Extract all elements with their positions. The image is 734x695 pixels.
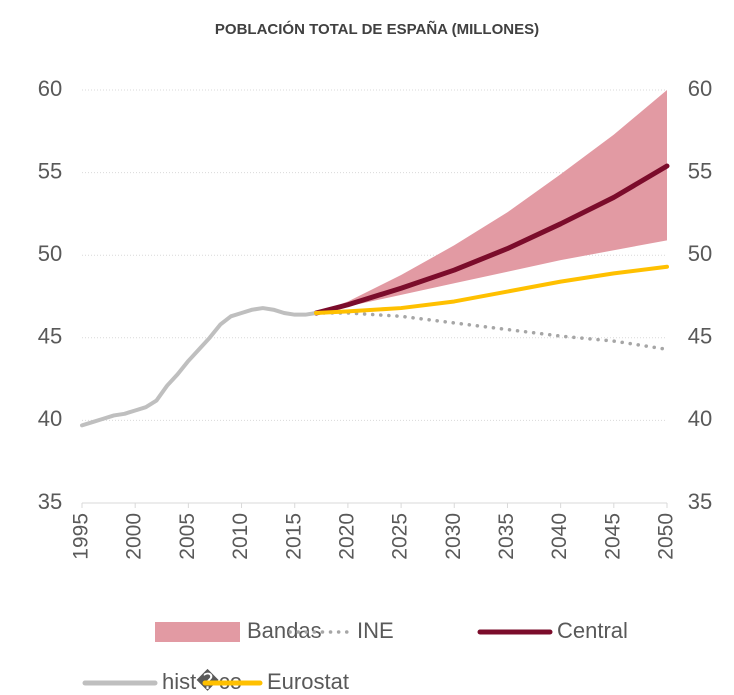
y2-tick-label: 50 <box>688 241 712 266</box>
y2-tick-label: 40 <box>688 406 712 431</box>
y2-tick-label: 55 <box>688 158 712 183</box>
series-line <box>313 163 670 316</box>
y-tick-label: 55 <box>38 158 62 183</box>
x-tick-label: 2005 <box>176 513 199 560</box>
chart-title: POBLACIÓN TOTAL DE ESPAÑA (MILLONES) <box>215 20 539 38</box>
y-tick-label: 45 <box>38 324 62 349</box>
y-tick-label: 35 <box>38 489 62 514</box>
x-tick-label: 1995 <box>70 513 93 560</box>
x-tick-label: 2045 <box>601 513 624 560</box>
band-area <box>316 90 667 314</box>
y-tick-label: 50 <box>38 241 62 266</box>
y2-tick-label: 35 <box>688 489 712 514</box>
x-tick-label: 2000 <box>123 513 146 560</box>
series-line <box>80 306 318 428</box>
x-tick-label: 2020 <box>335 513 358 560</box>
legend-label: Eurostat <box>267 669 349 694</box>
x-tick-label: 2010 <box>229 513 252 560</box>
x-tick-label: 2025 <box>389 513 412 560</box>
legend-label: INE <box>357 618 394 643</box>
x-tick-label: 2040 <box>548 513 571 560</box>
series-line <box>314 264 669 316</box>
x-tick-label: 2050 <box>655 513 678 560</box>
y-tick-label: 60 <box>38 76 62 101</box>
legend-label: Bandas <box>247 618 322 643</box>
legend-swatch <box>155 622 240 642</box>
y2-tick-label: 45 <box>688 324 712 349</box>
x-tick-label: 2015 <box>282 513 305 560</box>
legend-label: Central <box>557 618 628 643</box>
x-tick-label: 2030 <box>442 513 465 560</box>
series-line <box>314 311 669 352</box>
x-tick-label: 2035 <box>495 513 518 560</box>
y-tick-label: 40 <box>38 406 62 431</box>
y2-tick-label: 60 <box>688 76 712 101</box>
